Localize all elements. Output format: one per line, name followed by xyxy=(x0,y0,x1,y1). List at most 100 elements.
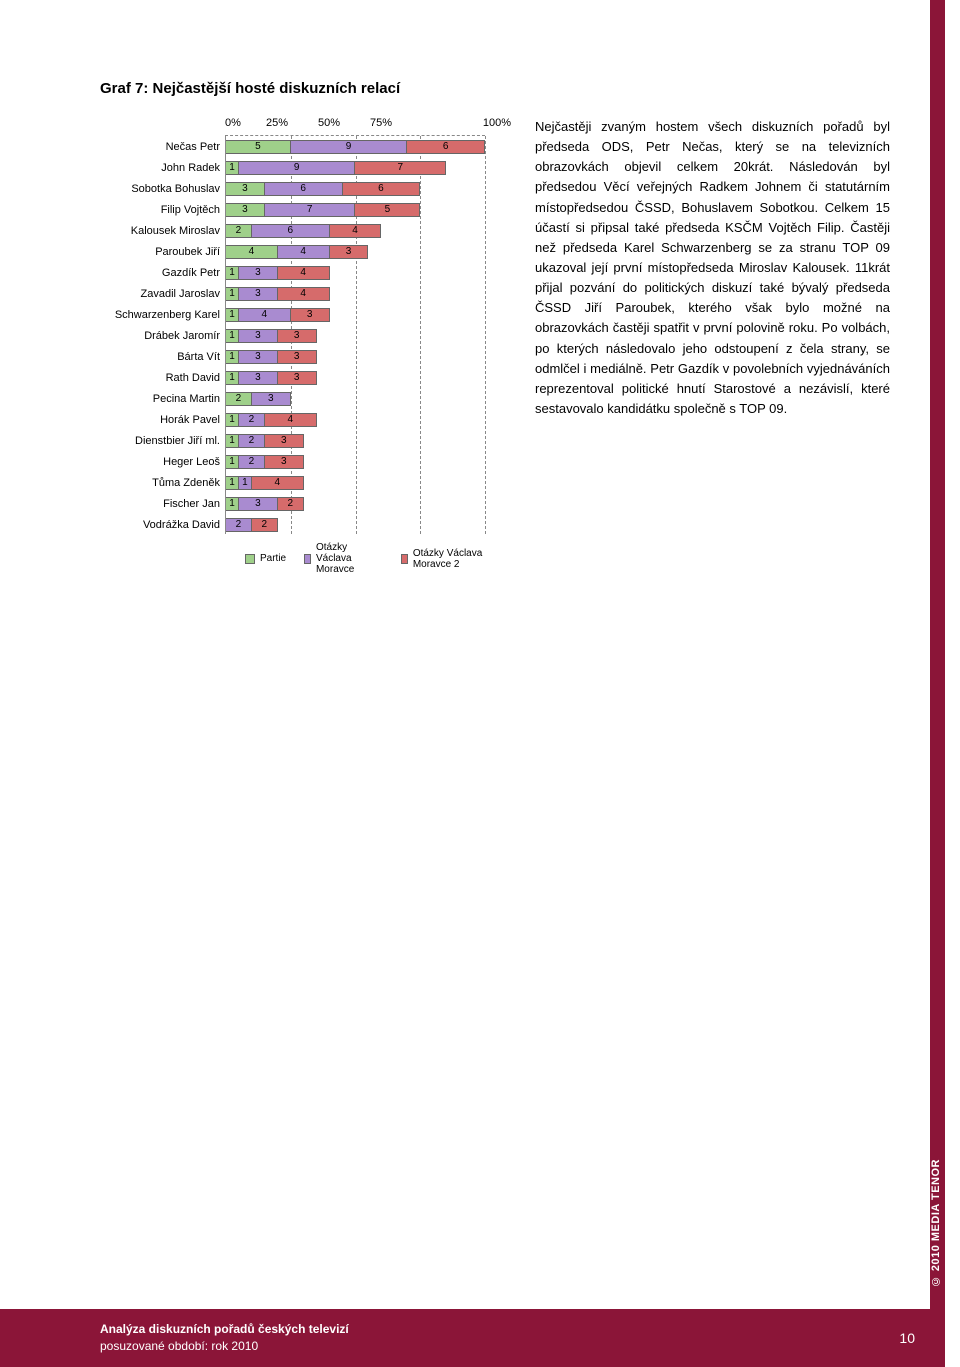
chart-row: Paroubek Jiří443 xyxy=(226,241,485,262)
bar-segment: 5 xyxy=(355,203,420,217)
chart-title: Graf 7: Nejčastější hosté diskuzních rel… xyxy=(100,80,905,97)
bar-segment: 4 xyxy=(278,245,330,259)
chart-row: Sobotka Bohuslav366 xyxy=(226,178,485,199)
bar-segment: 4 xyxy=(278,287,330,301)
bar-segment: 2 xyxy=(252,518,278,532)
row-label: Sobotka Bohuslav xyxy=(98,183,220,195)
bar-segment: 1 xyxy=(226,350,239,364)
chart-row: Schwarzenberg Karel143 xyxy=(226,304,485,325)
bar-segment: 2 xyxy=(278,497,304,511)
bar-segment: 3 xyxy=(226,182,265,196)
row-label: John Radek xyxy=(98,162,220,174)
axis-tick-label: 50% xyxy=(303,117,355,135)
bar-segment: 3 xyxy=(278,371,317,385)
legend-item: Partie xyxy=(245,542,286,575)
content-area: Graf 7: Nejčastější hosté diskuzních rel… xyxy=(0,0,945,575)
bar-segment: 2 xyxy=(226,392,252,406)
footer-line-1: Analýza diskuzních pořadů českých televi… xyxy=(100,1321,349,1338)
text-column: Nejčastěji zvaným hostem všech diskuzníc… xyxy=(535,117,890,419)
chart-row: Fischer Jan132 xyxy=(226,493,485,514)
chart-row: Pecina Martin23 xyxy=(226,388,485,409)
row-label: Horák Pavel xyxy=(98,414,220,426)
row-label: Dienstbier Jiří ml. xyxy=(98,435,220,447)
bar-track: 596 xyxy=(226,140,485,154)
bar-segment: 1 xyxy=(226,329,239,343)
footer-band: Analýza diskuzních pořadů českých televi… xyxy=(0,1309,945,1367)
bar-segment: 6 xyxy=(407,140,485,154)
bar-segment: 1 xyxy=(226,476,239,490)
bar-segment: 5 xyxy=(226,140,291,154)
bar-track: 443 xyxy=(226,245,485,259)
bar-track: 264 xyxy=(226,224,485,238)
legend-swatch xyxy=(304,554,311,564)
legend-item: Otázky Václava Moravce xyxy=(304,542,383,575)
chart-row: Nečas Petr596 xyxy=(226,136,485,157)
two-column-layout: 0%25%50%75%100%Nečas Petr596John Radek19… xyxy=(100,117,905,575)
row-label: Heger Leoš xyxy=(98,456,220,468)
row-label: Paroubek Jiří xyxy=(98,246,220,258)
bar-segment: 2 xyxy=(239,434,265,448)
bar-segment: 4 xyxy=(278,266,330,280)
bar-segment: 1 xyxy=(226,434,239,448)
bar-segment: 2 xyxy=(239,455,265,469)
bar-segment: 9 xyxy=(239,161,356,175)
chart-row: Drábek Jaromír133 xyxy=(226,325,485,346)
bar-track: 124 xyxy=(226,413,485,427)
bar-segment: 6 xyxy=(252,224,330,238)
bar-segment: 3 xyxy=(239,371,278,385)
row-label: Kalousek Miroslav xyxy=(98,225,220,237)
chart-row: Zavadil Jaroslav134 xyxy=(226,283,485,304)
bar-track: 134 xyxy=(226,287,485,301)
legend-swatch xyxy=(245,554,255,564)
bar-segment: 1 xyxy=(226,266,239,280)
bar-track: 133 xyxy=(226,350,485,364)
bar-segment: 3 xyxy=(265,455,304,469)
bar-segment: 1 xyxy=(226,413,239,427)
bar-segment: 7 xyxy=(265,203,356,217)
bar-track: 133 xyxy=(226,329,485,343)
bar-segment: 3 xyxy=(239,497,278,511)
row-label: Gazdík Petr xyxy=(98,267,220,279)
footer-left-text: Analýza diskuzních pořadů českých televi… xyxy=(100,1321,349,1355)
chart-row: Heger Leoš123 xyxy=(226,451,485,472)
bars-container: Nečas Petr596John Radek197Sobotka Bohusl… xyxy=(225,135,485,534)
legend-label: Partie xyxy=(260,553,286,564)
bar-segment: 3 xyxy=(278,350,317,364)
bar-track: 134 xyxy=(226,266,485,280)
legend-item: Otázky Václava Moravce 2 xyxy=(401,542,485,575)
copyright-vertical: © 2010 MEDIA TENOR xyxy=(930,1159,942,1287)
chart-row: John Radek197 xyxy=(226,157,485,178)
row-label: Vodrážka David xyxy=(98,519,220,531)
bar-segment: 2 xyxy=(226,224,252,238)
bar-track: 22 xyxy=(226,518,485,532)
row-label: Filip Vojtěch xyxy=(98,204,220,216)
bar-segment: 3 xyxy=(252,392,291,406)
legend-label: Otázky Václava Moravce 2 xyxy=(413,548,485,570)
bar-segment: 3 xyxy=(226,203,265,217)
legend-swatch xyxy=(401,554,408,564)
bar-segment: 6 xyxy=(343,182,421,196)
bar-segment: 6 xyxy=(265,182,343,196)
bar-segment: 4 xyxy=(330,224,382,238)
bar-segment: 4 xyxy=(226,245,278,259)
footer-line-2: posuzované období: rok 2010 xyxy=(100,1338,349,1355)
bar-segment: 9 xyxy=(291,140,408,154)
chart-row: Gazdík Petr134 xyxy=(226,262,485,283)
right-brand-stripe: © 2010 MEDIA TENOR xyxy=(930,0,945,1367)
bar-segment: 3 xyxy=(239,350,278,364)
bar-track: 114 xyxy=(226,476,485,490)
bar-segment: 3 xyxy=(278,329,317,343)
chart-row: Filip Vojtěch375 xyxy=(226,199,485,220)
row-label: Tůma Zdeněk xyxy=(98,477,220,489)
row-label: Rath David xyxy=(98,372,220,384)
x-axis-labels: 0%25%50%75%100% xyxy=(225,117,485,135)
document-page: Graf 7: Nejčastější hosté diskuzních rel… xyxy=(0,0,945,1367)
page-number: 10 xyxy=(899,1330,915,1346)
bar-track: 375 xyxy=(226,203,485,217)
bar-segment: 1 xyxy=(226,308,239,322)
bar-segment: 3 xyxy=(291,308,330,322)
chart-row: Rath David133 xyxy=(226,367,485,388)
grid-line xyxy=(485,136,486,534)
chart-plot-area: 0%25%50%75%100%Nečas Petr596John Radek19… xyxy=(225,117,485,575)
bar-segment: 1 xyxy=(226,455,239,469)
